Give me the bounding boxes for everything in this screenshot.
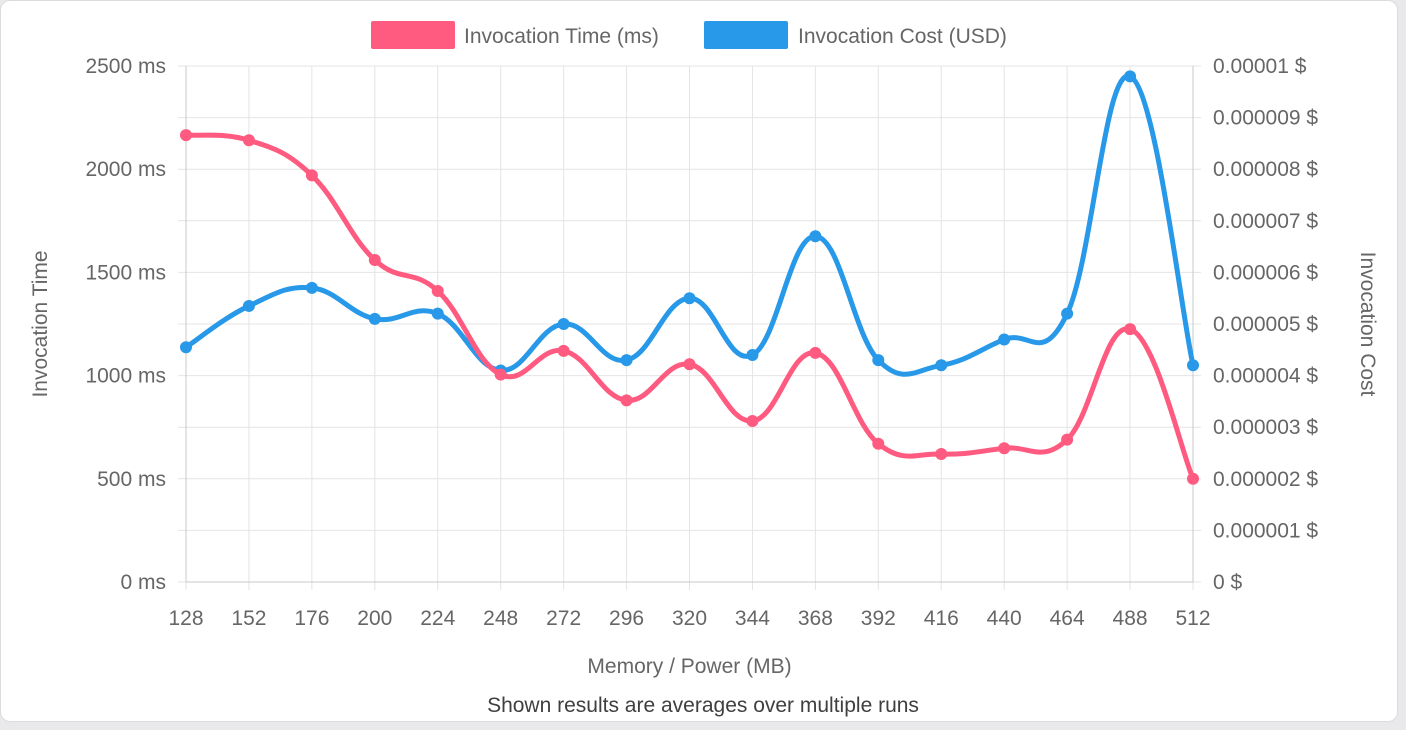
legend-swatch [371,21,455,49]
x-tick-label: 392 [861,607,896,630]
data-point [998,442,1011,455]
legend: Invocation Time (ms) Invocation Cost (USD… [371,21,1007,49]
x-tick-label: 344 [735,607,770,630]
y-right-tick-label: 0.000004 $ [1213,365,1318,388]
y-left-tick-label: 2000 ms [85,158,166,181]
x-tick-label: 272 [546,607,581,630]
data-point [431,307,444,320]
data-point [998,333,1011,346]
data-point [1061,307,1074,320]
x-tick-label: 176 [294,607,329,630]
x-tick-label: 320 [672,607,707,630]
data-point [494,368,507,381]
data-point [242,299,255,312]
data-point [305,169,318,182]
y-left-tick-label: 0 ms [120,571,166,594]
data-point [872,354,885,367]
y-left-axis-title: Invocation Time [29,250,52,397]
data-point [809,346,822,359]
x-tick-label: 296 [609,607,644,630]
y-left-tick-label: 1500 ms [85,261,166,284]
y-right-tick-label: 0.000008 $ [1213,158,1318,181]
data-point [683,292,696,305]
y-left-tick-label: 2500 ms [85,55,166,78]
x-tick-label: 200 [357,607,392,630]
data-point [746,415,759,428]
x-tick-label: 128 [168,607,203,630]
grid-lines [178,65,1201,590]
data-point [620,394,633,407]
x-tick-label: 224 [420,607,455,630]
legend-label: Invocation Cost (USD) [798,25,1007,48]
series-invocation-time [180,129,1199,485]
y-right-tick-label: 0.000005 $ [1213,313,1318,336]
data-point [368,312,381,325]
y-left-tick-label: 1000 ms [85,365,166,388]
data-point [935,359,948,372]
x-tick-label: 488 [1113,607,1148,630]
y-right-tick-label: 0.000002 $ [1213,468,1318,491]
data-point [180,129,192,142]
series-invocation-cost [180,70,1199,377]
data-point [1187,472,1199,485]
data-point [683,358,696,371]
legend-label: Invocation Time (ms) [464,25,659,48]
data-point [1124,70,1137,83]
data-point [746,348,759,361]
data-point [620,354,633,367]
data-point [431,284,444,297]
y-right-tick-label: 0.000001 $ [1213,519,1318,542]
data-point [935,448,948,461]
data-point [1187,359,1199,372]
chart-footnote: Shown results are averages over multiple… [487,694,919,717]
data-point [872,437,885,450]
y-right-tick-label: 0 $ [1213,571,1243,594]
data-point [1124,323,1137,336]
x-tick-label: 512 [1175,607,1210,630]
x-tick-label: 416 [924,607,959,630]
y-right-tick-label: 0.00001 $ [1213,55,1307,78]
data-point [242,134,255,147]
x-tick-label: 440 [987,607,1022,630]
data-point [557,318,570,330]
data-point [1061,433,1074,446]
data-point [809,230,822,243]
y-right-axis-title: Invocation Cost [1356,252,1379,397]
data-point [305,281,318,294]
y-left-tick-label: 500 ms [97,468,166,491]
y-right-tick-label: 0.000009 $ [1213,107,1318,130]
x-axis-title: Memory / Power (MB) [587,655,791,678]
data-point [368,254,381,267]
y-right-tick-label: 0.000003 $ [1213,416,1318,439]
x-tick-label: 152 [231,607,266,630]
y-right-tick-label: 0.000007 $ [1213,210,1318,233]
data-point [557,344,570,357]
data-point [180,341,192,354]
legend-swatch [704,21,788,49]
y-right-tick-label: 0.000006 $ [1213,261,1318,284]
x-tick-label: 248 [483,607,518,630]
x-tick-label: 368 [798,607,833,630]
x-tick-label: 464 [1050,607,1085,630]
